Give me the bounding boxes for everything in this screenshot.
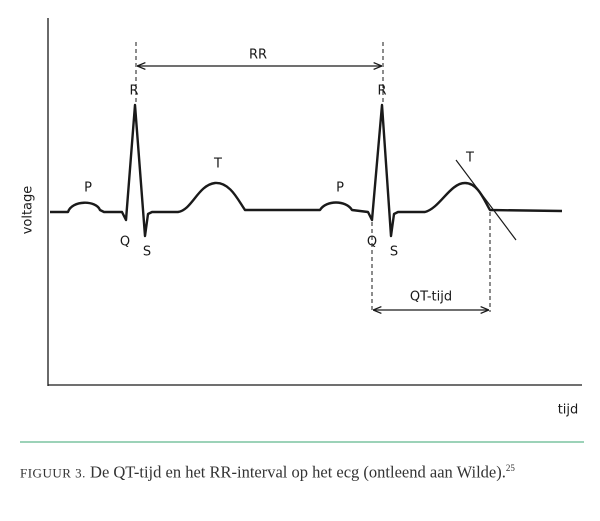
wave-label: T bbox=[213, 157, 222, 172]
wave-label: T bbox=[465, 151, 474, 166]
wave-label: P bbox=[336, 181, 344, 196]
caption-figure: FIGUUR 3. bbox=[20, 465, 86, 481]
interval-label: QT-tijd bbox=[410, 290, 452, 305]
wave-label: P bbox=[84, 181, 92, 196]
wave-label: S bbox=[390, 245, 398, 260]
wave-label: R bbox=[377, 84, 386, 99]
caption-text: De QT-tijd en het RR-interval op het ecg… bbox=[90, 462, 506, 482]
interval-label: RR bbox=[249, 48, 267, 63]
y-axis-label: voltage bbox=[21, 186, 36, 235]
wave-label: Q bbox=[120, 235, 130, 250]
wave-label: R bbox=[129, 84, 138, 99]
tangent-line bbox=[455, 159, 517, 241]
caption: FIGUUR 3. De QT-tijd en het RR-interval … bbox=[20, 456, 586, 486]
wave-label: S bbox=[143, 245, 151, 260]
x-axis-label: tijd bbox=[558, 403, 579, 418]
caption-note: 25 bbox=[505, 463, 515, 473]
ecg-trace bbox=[50, 103, 563, 238]
wave-label: Q bbox=[367, 235, 377, 250]
